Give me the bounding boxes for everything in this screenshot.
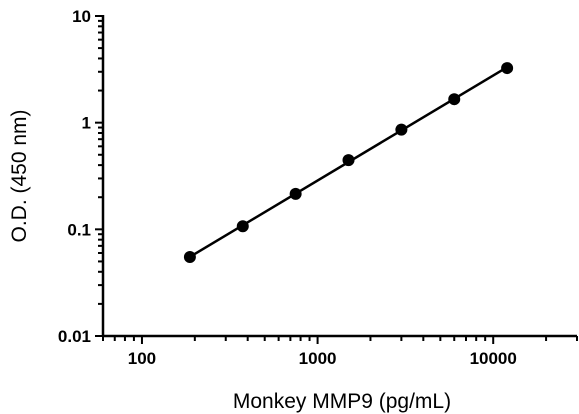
y-axis-title: O.D. (450 nm)	[8, 109, 31, 242]
data-points	[183, 62, 514, 264]
axes	[101, 15, 577, 338]
ticks	[95, 15, 578, 344]
x-tick-label: 10000	[470, 349, 517, 368]
y-tick-label: 0.01	[58, 327, 91, 346]
data-point	[236, 220, 249, 233]
x-tick-label: 1000	[299, 349, 337, 368]
x-axis-title: Monkey MMP9 (pg/mL)	[233, 390, 451, 413]
data-point	[342, 154, 355, 167]
y-tick-label: 0.1	[67, 220, 91, 239]
data-point	[183, 251, 196, 264]
y-tick-label: 1	[82, 114, 91, 133]
data-point	[448, 93, 461, 106]
x-tick-label: 100	[128, 349, 156, 368]
data-point	[289, 187, 302, 200]
data-point	[395, 123, 408, 136]
tick-labels: 0.01 0.1 1 10 100 1000 10000	[58, 7, 517, 368]
data-point	[501, 62, 514, 75]
y-tick-label: 10	[72, 7, 91, 26]
